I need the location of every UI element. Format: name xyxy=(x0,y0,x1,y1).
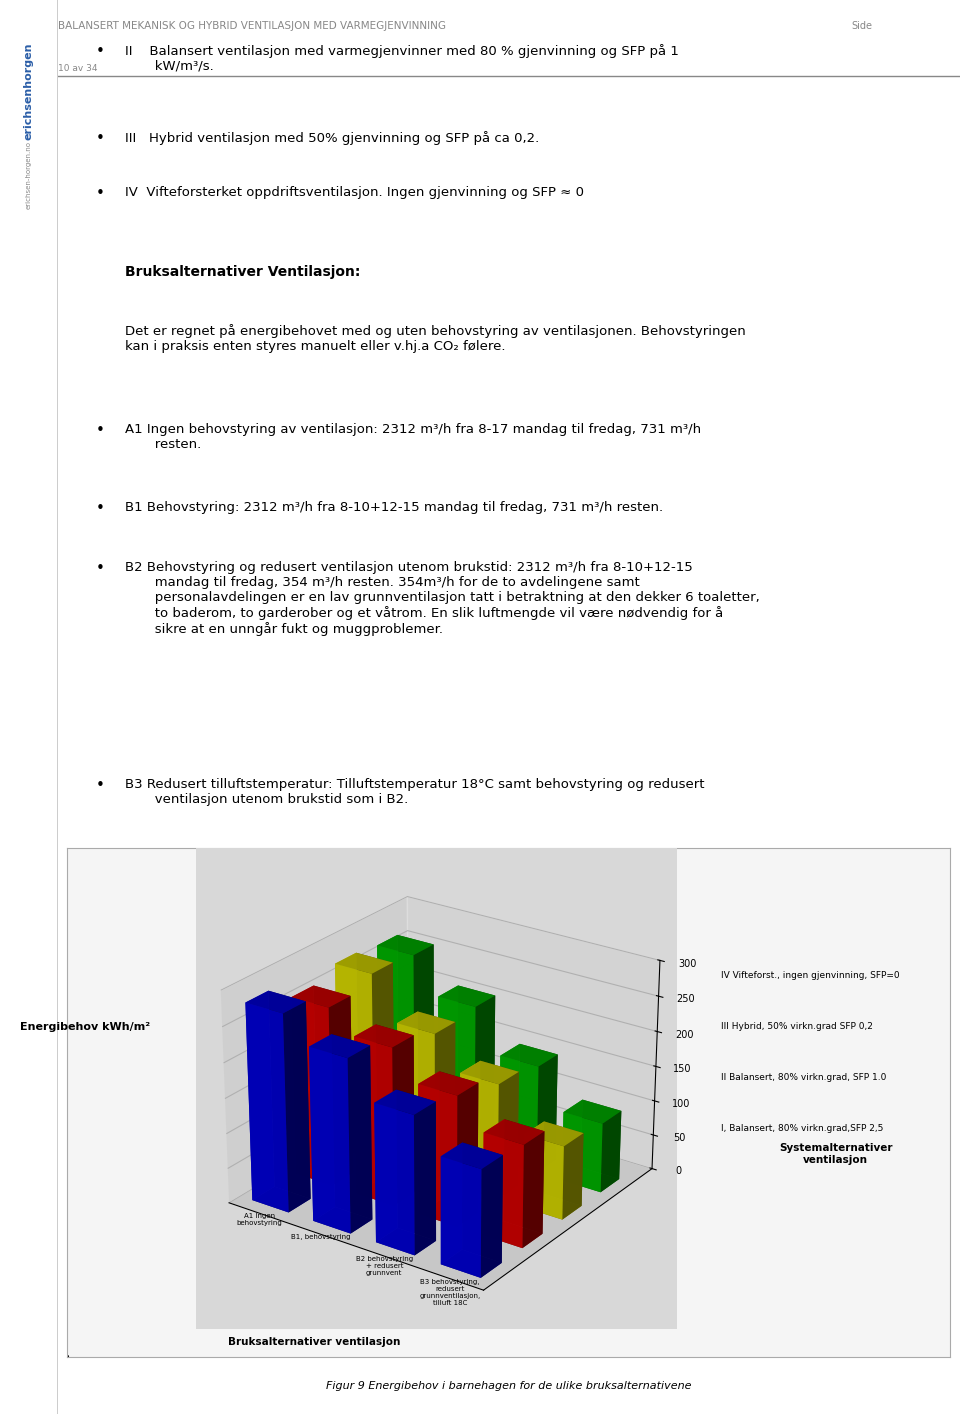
Text: •: • xyxy=(96,44,105,59)
Text: I, Balansert, 80% virkn.grad,SFP 2,5: I, Balansert, 80% virkn.grad,SFP 2,5 xyxy=(721,1124,883,1133)
Text: erichsen-horgen.no: erichsen-horgen.no xyxy=(26,141,32,209)
Text: erichsenhorgen: erichsenhorgen xyxy=(24,42,34,140)
Text: •: • xyxy=(96,502,105,516)
Text: B3 Redusert tilluftstemperatur: Tilluftstemperatur 18°C samt behovstyring og red: B3 Redusert tilluftstemperatur: Tillufts… xyxy=(125,778,705,806)
Text: Side: Side xyxy=(852,21,873,31)
Text: A1 Ingen behovstyring av ventilasjon: 2312 m³/h fra 8-17 mandag til fredag, 731 : A1 Ingen behovstyring av ventilasjon: 23… xyxy=(125,423,701,451)
FancyArrow shape xyxy=(66,1355,68,1357)
Text: BALANSERT MEKANISK OG HYBRID VENTILASJON MED VARMEGJENVINNING: BALANSERT MEKANISK OG HYBRID VENTILASJON… xyxy=(58,21,445,31)
Text: IV  Vifteforsterket oppdriftsventilasjon. Ingen gjenvinning og SFP ≈ 0: IV Vifteforsterket oppdriftsventilasjon.… xyxy=(125,185,584,199)
Text: B2 Behovstyring og redusert ventilasjon utenom brukstid: 2312 m³/h fra 8-10+12-1: B2 Behovstyring og redusert ventilasjon … xyxy=(125,560,759,636)
Text: III Hybrid, 50% virkn.grad SFP 0,2: III Hybrid, 50% virkn.grad SFP 0,2 xyxy=(721,1022,873,1031)
Text: •: • xyxy=(96,560,105,575)
Text: Systemalternativer
ventilasjon: Systemalternativer ventilasjon xyxy=(779,1143,893,1165)
FancyArrow shape xyxy=(66,1355,68,1357)
Text: Bruksalternativer ventilasjon: Bruksalternativer ventilasjon xyxy=(228,1338,400,1348)
Text: •: • xyxy=(96,185,105,201)
Text: III   Hybrid ventilasjon med 50% gjenvinning og SFP på ca 0,2.: III Hybrid ventilasjon med 50% gjenvinni… xyxy=(125,130,540,144)
Text: B1 Behovstyring: 2312 m³/h fra 8-10+12-15 mandag til fredag, 731 m³/h resten.: B1 Behovstyring: 2312 m³/h fra 8-10+12-1… xyxy=(125,502,663,515)
Text: IV Vifteforst., ingen gjenvinning, SFP=0: IV Vifteforst., ingen gjenvinning, SFP=0 xyxy=(721,971,900,980)
FancyArrow shape xyxy=(66,1355,68,1357)
Text: Bruksalternativer Ventilasjon:: Bruksalternativer Ventilasjon: xyxy=(125,264,360,279)
Text: Det er regnet på energibehovet med og uten behovstyring av ventilasjonen. Behovs: Det er regnet på energibehovet med og ut… xyxy=(125,324,746,354)
Text: II Balansert, 80% virkn.grad, SFP 1.0: II Balansert, 80% virkn.grad, SFP 1.0 xyxy=(721,1073,886,1082)
Text: •: • xyxy=(96,423,105,437)
Text: II    Balansert ventilasjon med varmegjenvinner med 80 % gjenvinning og SFP på 1: II Balansert ventilasjon med varmegjenvi… xyxy=(125,44,679,72)
FancyArrow shape xyxy=(66,1355,68,1357)
Text: •: • xyxy=(96,130,105,146)
Text: •: • xyxy=(96,778,105,793)
Text: Energibehov kWh/m²: Energibehov kWh/m² xyxy=(20,1021,150,1032)
Text: 10 av 34: 10 av 34 xyxy=(58,64,97,72)
Text: Figur 9 Energibehov i barnehagen for de ulike bruksalternativene: Figur 9 Energibehov i barnehagen for de … xyxy=(326,1380,691,1391)
